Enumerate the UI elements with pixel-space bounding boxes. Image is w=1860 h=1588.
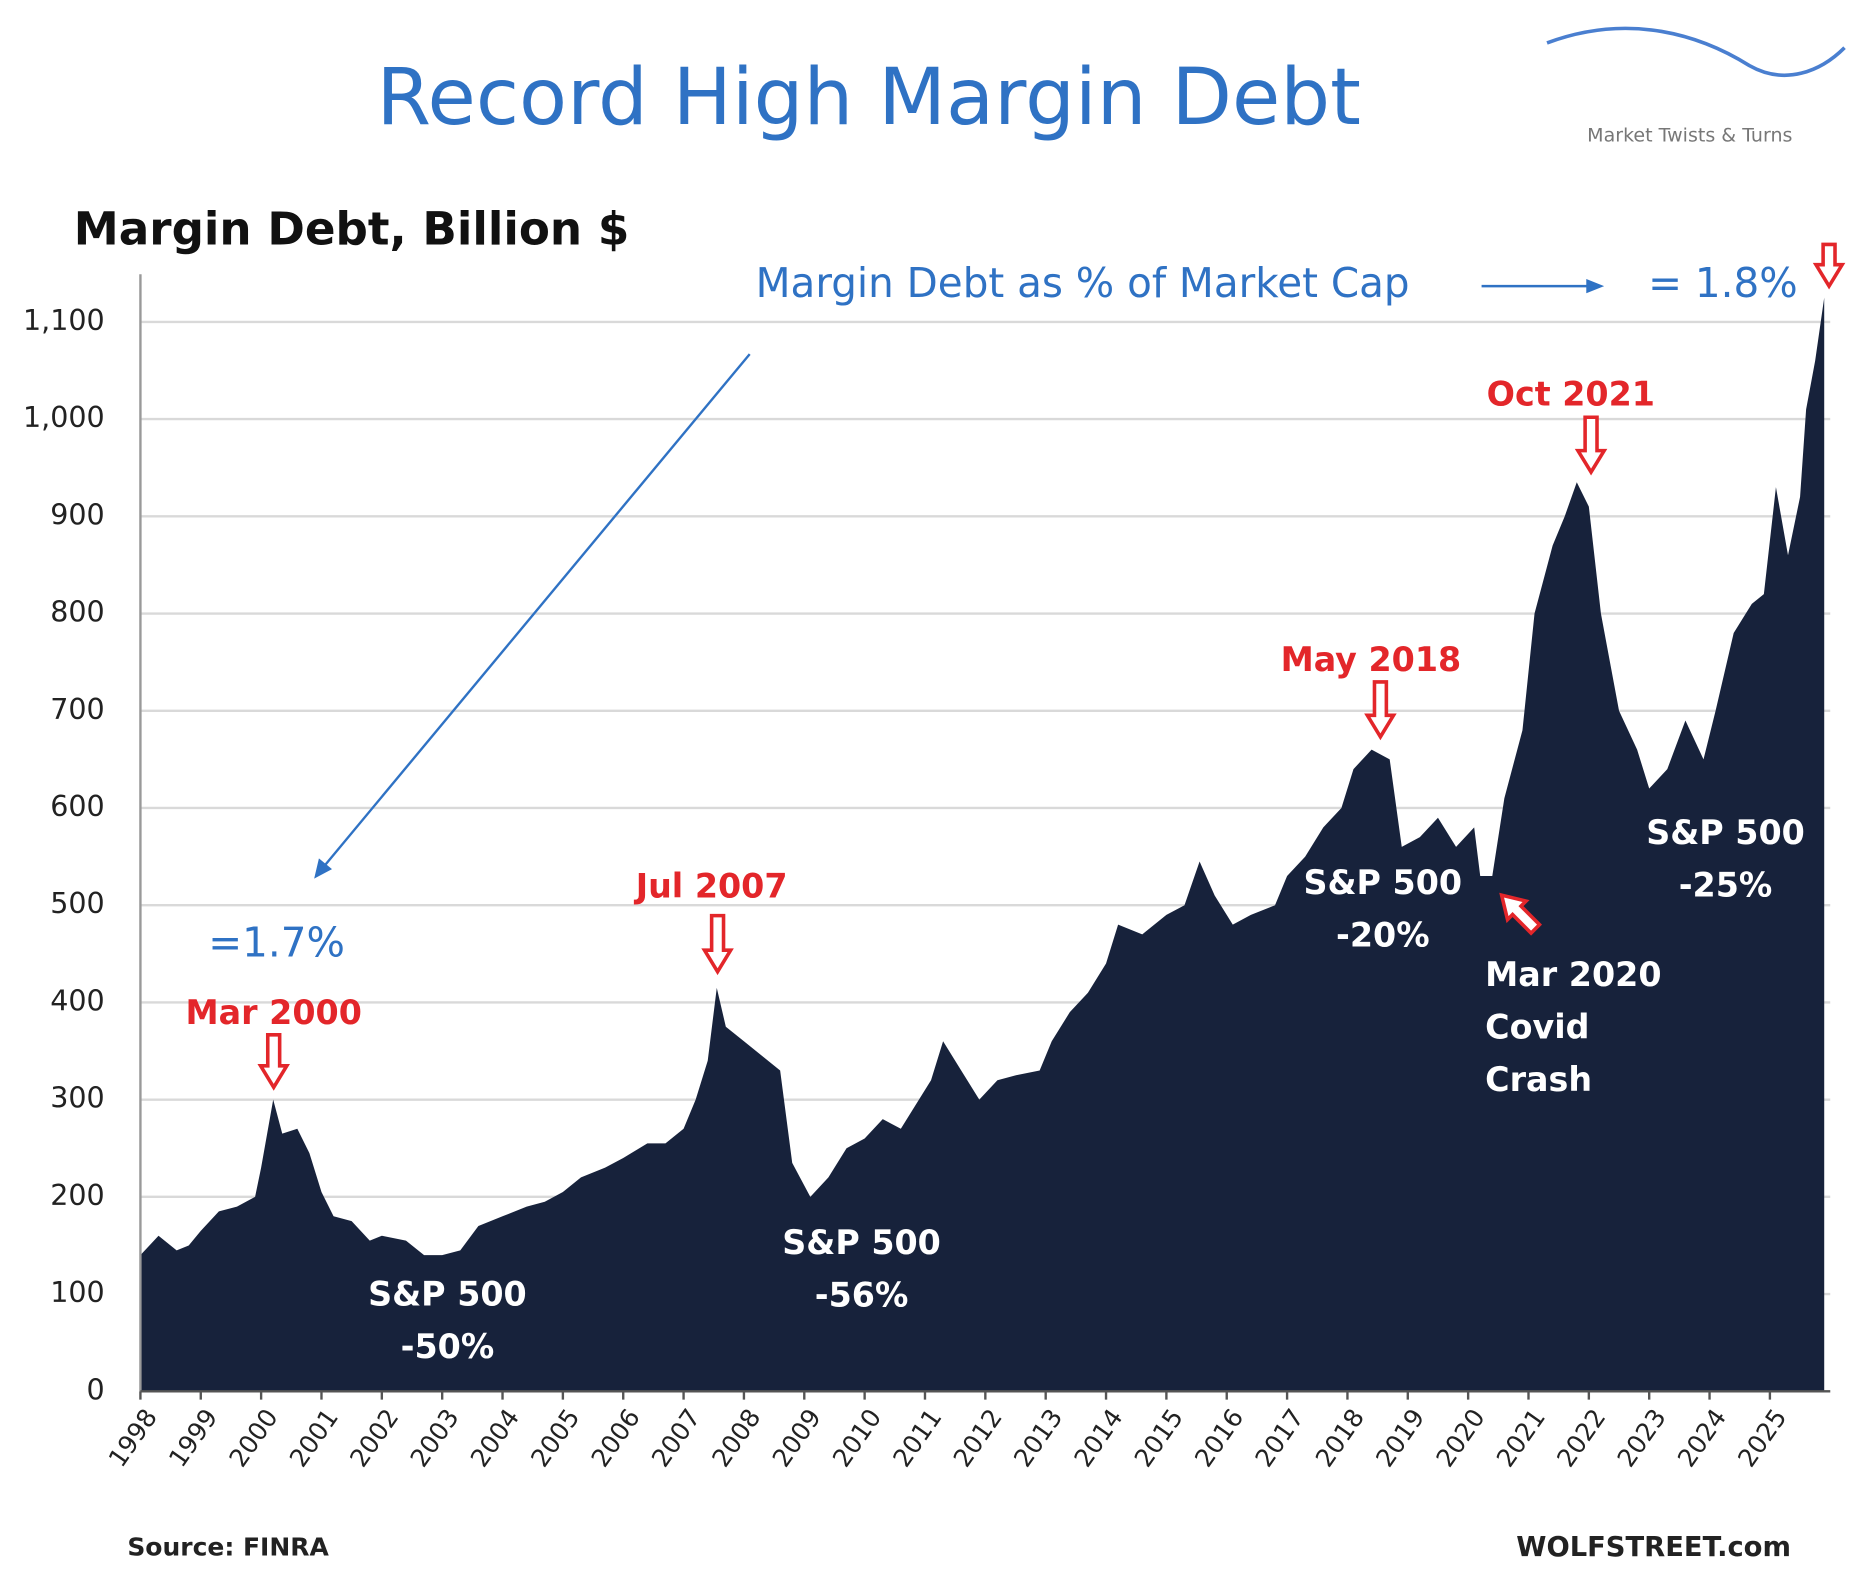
y-tick-label: 400 [50, 983, 104, 1017]
y-tick-label: 100 [50, 1275, 104, 1309]
x-tick-label: 2002 [344, 1404, 404, 1473]
annotation: Mar 2000 [186, 993, 362, 1032]
x-tick-label: 2015 [1129, 1404, 1189, 1473]
annotation: May 2018 [1281, 640, 1462, 679]
annotation: -20% [1336, 916, 1430, 955]
x-tick-label: 2021 [1491, 1404, 1551, 1473]
credit: WOLFSTREET.com [1516, 1532, 1791, 1563]
annotation: Margin Debt as % of Market Cap [756, 259, 1410, 307]
y-axis-title: Margin Debt, Billion $ [74, 202, 630, 255]
annotation: Jul 2007 [634, 867, 788, 906]
x-tick-label: 2003 [405, 1404, 465, 1473]
pointer-head [314, 858, 333, 879]
annotation: = 1.8% [1648, 259, 1798, 307]
x-tick-label: 2014 [1068, 1404, 1128, 1473]
x-tick-label: 2023 [1612, 1404, 1672, 1473]
x-tick-label: 1998 [103, 1404, 163, 1473]
logo-wave [1546, 26, 1846, 77]
annotation: Covid [1485, 1007, 1589, 1046]
pointer-line [322, 353, 751, 868]
x-tick-label: 2019 [1370, 1404, 1430, 1473]
x-tick-label: 2006 [586, 1404, 646, 1473]
y-tick-label: 200 [50, 1178, 104, 1212]
y-tick-label: 500 [50, 886, 104, 920]
pointer-head [1586, 278, 1605, 294]
y-tick-label: 800 [50, 595, 104, 629]
y-tick-label: 700 [50, 692, 104, 726]
annotation: -50% [401, 1327, 495, 1366]
x-tick-label: 2022 [1551, 1404, 1611, 1473]
x-tick-label: 2007 [646, 1404, 706, 1473]
callout-arrow [1499, 892, 1543, 936]
x-tick-label: 2009 [767, 1404, 827, 1473]
annotation: Oct 2021 [1487, 374, 1655, 413]
y-tick-label: 0 [87, 1372, 105, 1406]
callout-arrow [1812, 242, 1846, 290]
x-tick-label: 2016 [1189, 1404, 1249, 1473]
callout-arrow [701, 913, 734, 976]
logo-text: Market Twists & Turns [1587, 124, 1792, 146]
annotation: S&P 500 [1646, 813, 1805, 852]
x-tick-label: 2010 [827, 1404, 887, 1473]
x-tick-label: 2001 [284, 1404, 344, 1473]
callout-arrow [257, 1033, 290, 1091]
annotation: S&P 500 [782, 1223, 941, 1262]
source: Source: FINRA [127, 1533, 329, 1562]
x-tick-label: 2004 [465, 1404, 525, 1473]
area [140, 297, 1825, 1392]
y-tick-label: 1,000 [23, 400, 105, 434]
x-tick-label: 2018 [1310, 1404, 1370, 1473]
y-tick-label: 600 [50, 789, 104, 823]
x-tick-label: 2024 [1672, 1404, 1732, 1473]
annotation: =1.7% [208, 918, 345, 966]
x-tick-label: 2000 [223, 1404, 283, 1473]
annotation: S&P 500 [368, 1274, 527, 1313]
y-tick-label: 1,100 [23, 303, 105, 337]
y-tick-label: 900 [50, 497, 104, 531]
callout-arrow [1574, 415, 1608, 476]
annotation: Mar 2020 [1485, 955, 1661, 994]
x-tick-label: 2011 [887, 1404, 947, 1473]
x-tick-label: 1999 [163, 1404, 223, 1473]
annotation: S&P 500 [1303, 863, 1462, 902]
callout-arrow-group [1499, 892, 1543, 936]
annotation: -56% [815, 1276, 909, 1315]
y-tick-label: 300 [50, 1081, 104, 1115]
x-tick-label: 2005 [525, 1404, 585, 1473]
x-tick-label: 2025 [1732, 1404, 1792, 1473]
x-tick-label: 2017 [1249, 1404, 1309, 1473]
callout-arrow [1364, 680, 1397, 741]
annotation: Crash [1485, 1060, 1592, 1099]
x-tick-label: 2012 [948, 1404, 1008, 1473]
x-tick-label: 2013 [1008, 1404, 1068, 1473]
x-tick-label: 2020 [1430, 1404, 1490, 1473]
annotation: -25% [1679, 865, 1773, 904]
chart-title: Record High Margin Debt [376, 51, 1360, 143]
x-tick-label: 2008 [706, 1404, 766, 1473]
